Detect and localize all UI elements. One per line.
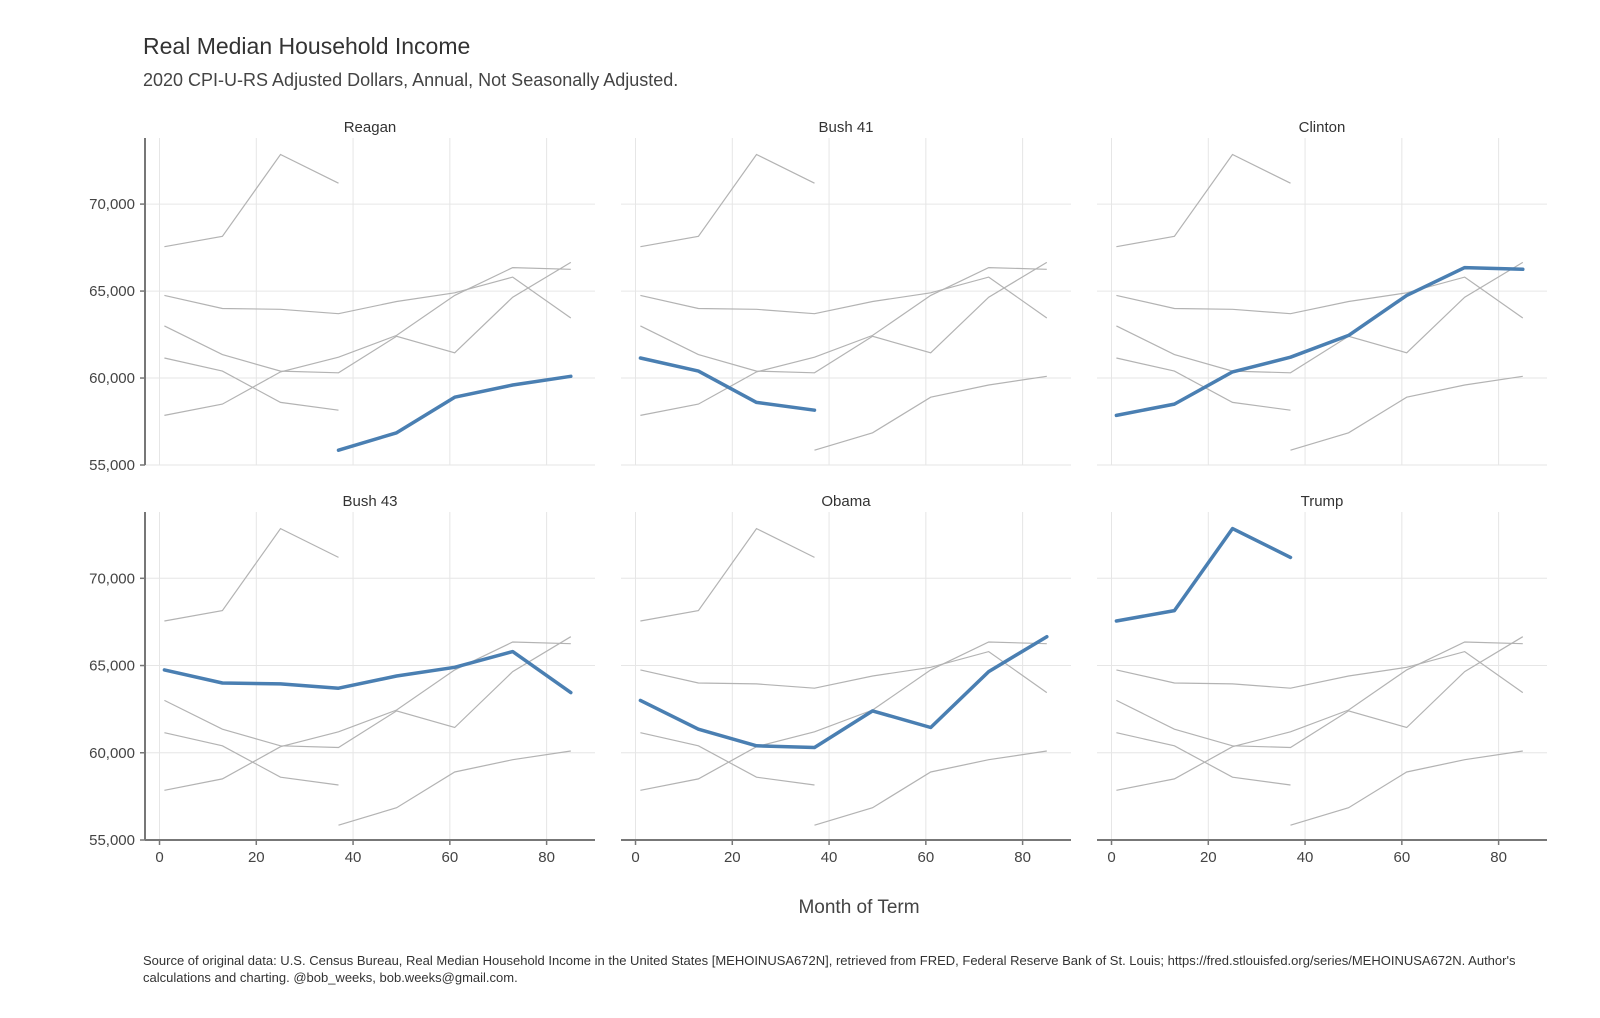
panel-reagan: Reagan 55,000 60,000 65,000 70,000 (89, 119, 595, 474)
series-line-obama-background (1116, 261, 1524, 374)
series-line-clinton-background (640, 641, 1047, 791)
x-tick-label: 60 (441, 849, 458, 866)
series-line-trump-highlight (1114, 526, 1293, 623)
x-axis-label: Month of Term (798, 897, 919, 918)
x-tick-label: 0 (1107, 849, 1115, 866)
series-line-bush-43-background (1116, 276, 1524, 319)
series-line-reagan-background (338, 750, 571, 826)
series-line-bush-41-background (164, 732, 339, 786)
x-tick-label: 80 (1490, 849, 1507, 866)
panel-title-reagan: Reagan (344, 119, 397, 136)
panel-trump: Trump 0 20 40 60 80 (1097, 493, 1547, 866)
y-tick-label: 55,000 (89, 832, 135, 849)
series-line-reagan-highlight (336, 374, 573, 452)
series-line-trump-background (640, 153, 815, 248)
series-line-obama-background (164, 261, 572, 374)
series-line-bush-41-highlight (638, 356, 817, 412)
x-tick-label: 40 (821, 849, 838, 866)
x-tick-label: 0 (631, 849, 639, 866)
series-line-obama-background (640, 261, 1048, 374)
series-line-bush-43-background (640, 276, 1048, 319)
x-tick-label: 60 (917, 849, 934, 866)
y-tick-label: 70,000 (89, 196, 135, 213)
series-line-bush-43-background (1116, 650, 1524, 694)
series-line-reagan-background (814, 750, 1047, 826)
series-line-reagan-background (1290, 750, 1523, 826)
x-tick-label: 80 (1014, 849, 1031, 866)
series-line-bush-43-background (640, 650, 1048, 694)
y-tick-label: 60,000 (89, 745, 135, 762)
x-tick-label: 40 (345, 849, 362, 866)
panel-clinton: Clinton (1097, 119, 1547, 466)
series-line-trump-background (1116, 153, 1291, 248)
x-tick-label: 60 (1393, 849, 1410, 866)
panel-title-bush-41: Bush 41 (818, 119, 873, 136)
series-line-obama-highlight (638, 634, 1049, 750)
series-line-trump-background (164, 153, 339, 248)
series-line-clinton-highlight (1114, 265, 1525, 418)
series-line-clinton-background (1116, 641, 1523, 791)
chart-title: Real Median Household Income (143, 33, 471, 59)
series-line-trump-background (164, 527, 339, 622)
series-line-clinton-background (640, 266, 1047, 416)
series-line-bush-41-background (640, 732, 815, 786)
series-line-bush-41-background (1116, 357, 1291, 411)
y-tick-label: 65,000 (89, 283, 135, 300)
y-tick-label: 65,000 (89, 658, 135, 675)
y-tick-label: 60,000 (89, 370, 135, 387)
panel-title-clinton: Clinton (1299, 119, 1346, 136)
panel-title-trump: Trump (1301, 493, 1344, 510)
series-line-clinton-background (164, 641, 571, 791)
panel-obama: Obama 0 20 40 60 80 (621, 493, 1071, 866)
chart-subtitle: 2020 CPI-U-RS Adjusted Dollars, Annual, … (143, 70, 679, 90)
x-tick-label: 20 (1200, 849, 1217, 866)
panel-bush-41: Bush 41 (621, 119, 1071, 466)
series-line-clinton-background (164, 266, 571, 416)
series-line-reagan-background (814, 375, 1047, 451)
x-tick-label: 20 (724, 849, 741, 866)
source-note: Source of original data: U.S. Census Bur… (143, 953, 1516, 985)
chart-panels: Reagan 55,000 60,000 65,000 70,000 Bush 41 Cli… (89, 119, 1547, 866)
series-line-reagan-background (1290, 375, 1523, 451)
y-tick-label: 70,000 (89, 570, 135, 587)
x-tick-label: 0 (155, 849, 163, 866)
series-line-bush-43-background (164, 276, 572, 319)
x-tick-label: 20 (248, 849, 265, 866)
panel-title-bush-43: Bush 43 (342, 493, 397, 510)
panel-title-obama: Obama (821, 493, 871, 510)
series-line-bush-43-highlight (162, 649, 573, 695)
series-line-bush-41-background (164, 357, 339, 411)
series-line-obama-background (164, 636, 572, 749)
series-line-bush-41-background (1116, 732, 1291, 786)
x-tick-label: 40 (1297, 849, 1314, 866)
panel-bush-43: Bush 43 55,000 60,000 65,000 70,000 0 20 40 60 80 (89, 493, 595, 866)
series-line-obama-background (1116, 636, 1524, 749)
series-line-trump-background (640, 527, 815, 622)
x-tick-label: 80 (538, 849, 555, 866)
y-tick-label: 55,000 (89, 457, 135, 474)
